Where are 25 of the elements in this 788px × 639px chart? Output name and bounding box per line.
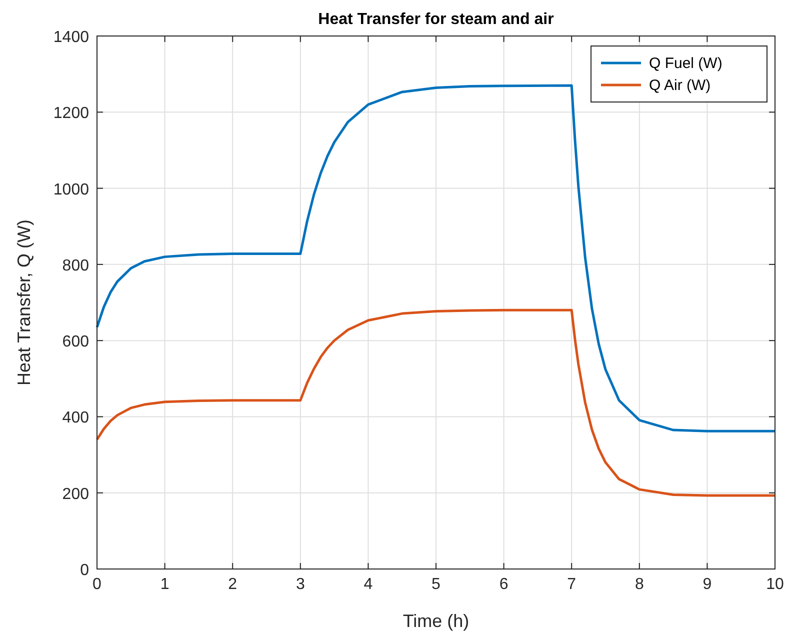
y-tick-label: 800 bbox=[62, 257, 90, 274]
x-tick-label: 0 bbox=[92, 576, 102, 593]
chart-title: Heat Transfer for steam and air bbox=[318, 11, 554, 28]
x-tick-label: 5 bbox=[432, 576, 441, 593]
x-tick-label: 2 bbox=[228, 576, 238, 593]
legend-label: Q Air (W) bbox=[649, 77, 711, 94]
x-tick-label: 4 bbox=[364, 576, 373, 593]
x-tick-label: 6 bbox=[499, 576, 508, 593]
x-tick-label: 3 bbox=[296, 576, 305, 593]
legend-label: Q Fuel (W) bbox=[649, 55, 722, 72]
y-tick-label: 200 bbox=[62, 486, 90, 503]
y-tick-label: 1000 bbox=[53, 181, 90, 198]
y-tick-label: 400 bbox=[62, 410, 90, 427]
x-tick-label: 8 bbox=[634, 576, 644, 593]
y-tick-label: 1400 bbox=[53, 29, 90, 46]
y-tick-label: 1200 bbox=[53, 105, 90, 122]
line-series bbox=[96, 308, 776, 497]
y-axis-title: Heat Transfer, Q (W) bbox=[14, 219, 34, 386]
x-tick-label: 10 bbox=[766, 576, 784, 593]
x-tick-label: 1 bbox=[160, 576, 170, 593]
x-axis-title: Time (h) bbox=[402, 611, 470, 631]
y-tick-label: 0 bbox=[80, 562, 90, 579]
y-tick-label: 600 bbox=[62, 334, 90, 351]
x-tick-label: 7 bbox=[567, 576, 576, 593]
x-tick-label: 9 bbox=[702, 576, 712, 593]
